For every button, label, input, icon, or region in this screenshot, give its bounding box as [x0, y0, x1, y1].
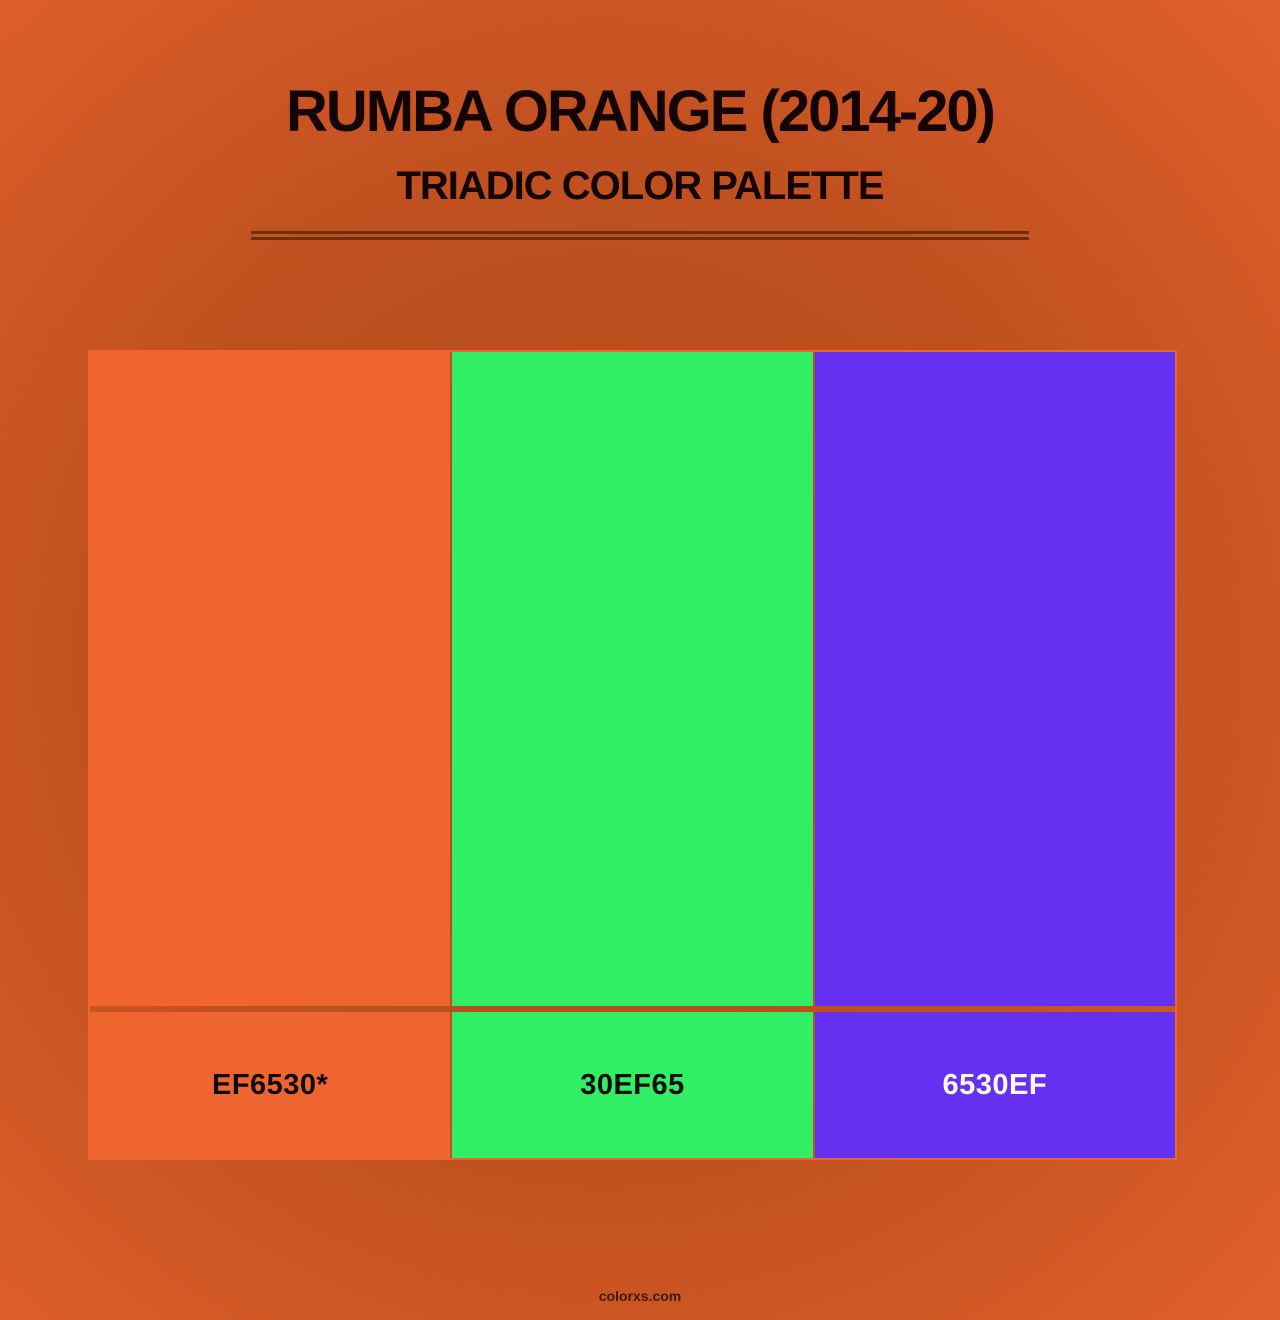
- swatch-label-cell-30ef65: 30EF65: [452, 1012, 813, 1158]
- divider-rule: [251, 231, 1029, 240]
- swatch-label-cell-ef6530: EF6530*: [90, 1012, 451, 1158]
- watermark-text: colorxs.com: [598, 1288, 682, 1304]
- swatch-6530ef: [814, 352, 1175, 1006]
- swatch-hex-label: EF6530*: [211, 1068, 329, 1101]
- swatch-hex-label: 30EF65: [580, 1068, 685, 1101]
- swatch-hex-label: 6530EF: [942, 1068, 1048, 1101]
- swatch-label-cell-6530ef: 6530EF: [814, 1012, 1175, 1158]
- palette-panel: EF6530* 30EF65 6530EF: [88, 350, 1177, 1160]
- page-subtitle: TRIADIC COLOR PALETTE: [396, 164, 884, 208]
- swatch-30ef65: [452, 352, 813, 1006]
- label-row: EF6530* 30EF65 6530EF: [90, 1012, 1175, 1158]
- page-title: RUMBA ORANGE (2014-20): [286, 79, 996, 144]
- swatch-ef6530: [90, 352, 451, 1006]
- watermark: colorxs.com: [0, 1288, 1280, 1304]
- swatch-row: [90, 352, 1175, 1006]
